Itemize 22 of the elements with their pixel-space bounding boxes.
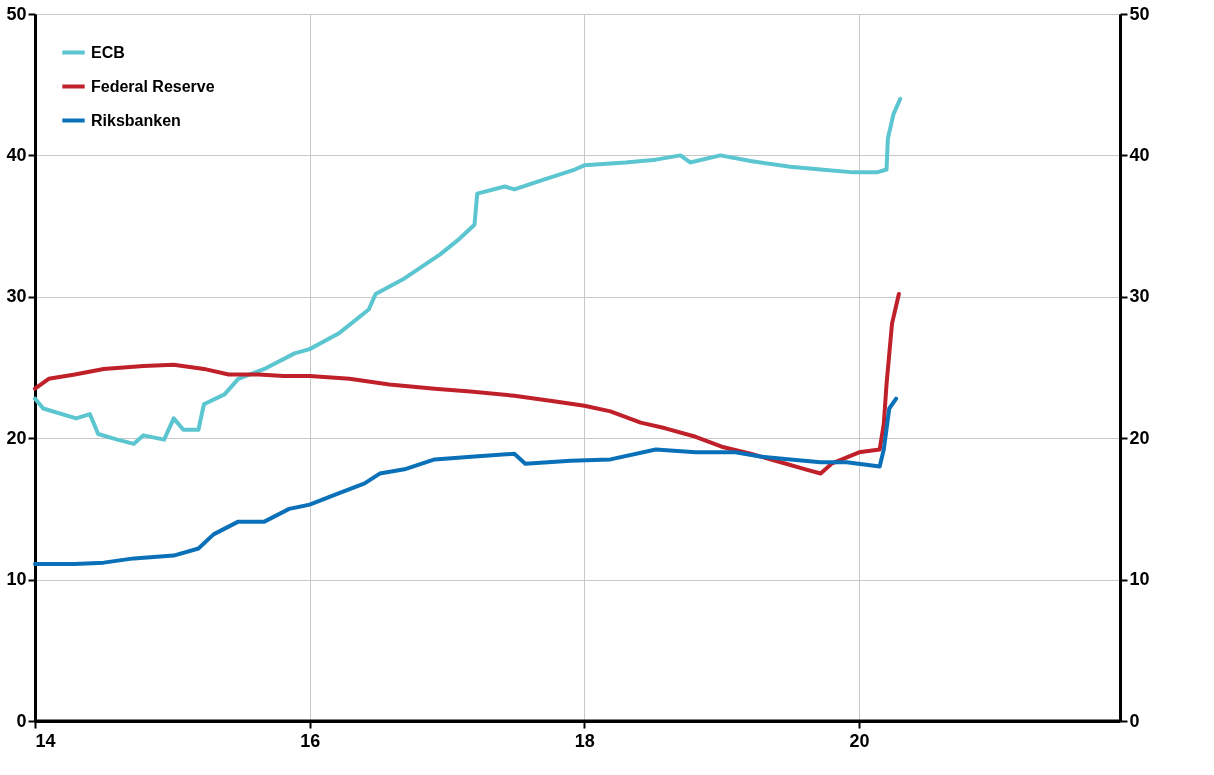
legend-label: Riksbanken <box>91 111 181 129</box>
y-tick-label: 40 <box>6 144 27 165</box>
y2-tick-label: 0 <box>1129 710 1140 731</box>
legend-label: ECB <box>91 43 125 61</box>
y-tick-label: 50 <box>6 3 27 24</box>
line-series <box>33 396 899 567</box>
x-tick-label: 16 <box>300 730 321 751</box>
y-tick-label: 0 <box>16 710 27 731</box>
line-series <box>33 291 901 476</box>
legend-label: Federal Reserve <box>91 77 215 95</box>
y-tick-label: 10 <box>6 569 27 590</box>
x-tick-label: 14 <box>35 730 56 751</box>
x-tick-label: 20 <box>849 730 870 751</box>
y2-tick-label: 20 <box>1129 427 1150 448</box>
y2-tick-label: 50 <box>1129 3 1150 24</box>
x-tick-label: 18 <box>574 730 595 751</box>
y2-tick-label: 40 <box>1129 144 1150 165</box>
y2-tick-label: 30 <box>1129 286 1150 307</box>
y-tick-label: 20 <box>6 427 27 448</box>
line-series <box>33 96 903 446</box>
y2-tick-label: 10 <box>1129 569 1150 590</box>
y-tick-label: 30 <box>6 286 27 307</box>
